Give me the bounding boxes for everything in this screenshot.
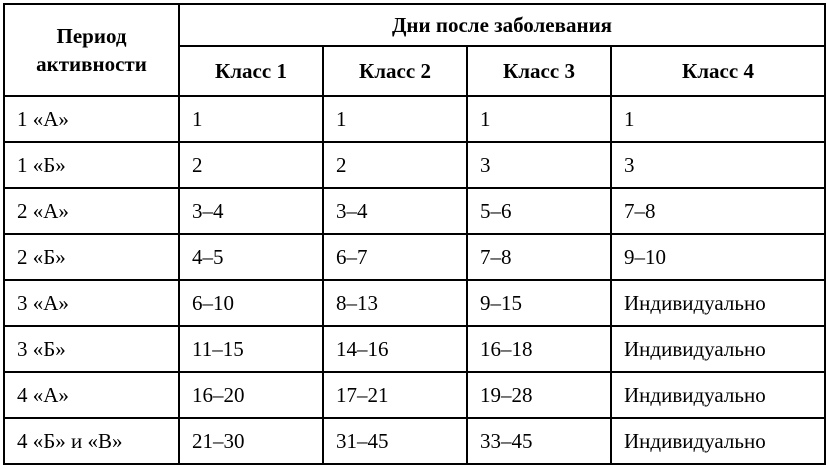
table-row: 3 «А» 6–10 8–13 9–15 Индивидуально	[3, 279, 826, 327]
period-cell: 3 «Б»	[3, 325, 180, 373]
value-cell: 31–45	[322, 417, 468, 465]
value-cell: 17–21	[322, 371, 468, 419]
class-1-header: Класс 1	[178, 45, 324, 97]
value-cell: 7–8	[466, 233, 612, 281]
value-cell: 3–4	[322, 187, 468, 235]
value-cell: 2	[178, 141, 324, 189]
table-row: 2 «Б» 4–5 6–7 7–8 9–10	[3, 233, 826, 281]
value-cell: 1	[610, 95, 826, 143]
value-cell: 33–45	[466, 417, 612, 465]
days-group-header: Дни после заболевания	[178, 3, 826, 47]
value-cell: 6–7	[322, 233, 468, 281]
table-row: 1 «А» 1 1 1 1	[3, 95, 826, 143]
value-cell: 7–8	[610, 187, 826, 235]
period-cell: 2 «А»	[3, 187, 180, 235]
value-cell: Индивидуально	[610, 325, 826, 373]
table-row: 2 «А» 3–4 3–4 5–6 7–8	[3, 187, 826, 235]
value-cell: 1	[178, 95, 324, 143]
value-cell: 3	[610, 141, 826, 189]
class-2-header: Класс 2	[322, 45, 468, 97]
table-row: 3 «Б» 11–15 14–16 16–18 Индивидуально	[3, 325, 826, 373]
value-cell: 6–10	[178, 279, 324, 327]
value-cell: Индивидуально	[610, 279, 826, 327]
value-cell: Индивидуально	[610, 371, 826, 419]
value-cell: 1	[322, 95, 468, 143]
period-cell: 4 «А»	[3, 371, 180, 419]
period-cell: 2 «Б»	[3, 233, 180, 281]
value-cell: 11–15	[178, 325, 324, 373]
header-row-classes: Класс 1 Класс 2 Класс 3 Класс 4	[4, 45, 826, 97]
value-cell: 5–6	[466, 187, 612, 235]
period-cell: 3 «А»	[3, 279, 180, 327]
period-cell: 1 «Б»	[3, 141, 180, 189]
table-row: 4 «Б» и «В» 21–30 31–45 33–45 Индивидуал…	[3, 417, 826, 465]
period-column-header: Период активности	[3, 3, 180, 97]
table-row: 4 «А» 16–20 17–21 19–28 Индивидуально	[3, 371, 826, 419]
value-cell: 3	[466, 141, 612, 189]
value-cell: 16–20	[178, 371, 324, 419]
activity-days-table: Период активности Дни после заболевания …	[3, 3, 826, 465]
value-cell: 8–13	[322, 279, 468, 327]
period-cell: 4 «Б» и «В»	[3, 417, 180, 465]
value-cell: 1	[466, 95, 612, 143]
value-cell: 9–15	[466, 279, 612, 327]
value-cell: 19–28	[466, 371, 612, 419]
period-cell: 1 «А»	[3, 95, 180, 143]
class-4-header: Класс 4	[610, 45, 826, 97]
value-cell: 21–30	[178, 417, 324, 465]
value-cell: Индивидуально	[610, 417, 826, 465]
table-row: 1 «Б» 2 2 3 3	[3, 141, 826, 189]
value-cell: 9–10	[610, 233, 826, 281]
value-cell: 4–5	[178, 233, 324, 281]
value-cell: 2	[322, 141, 468, 189]
value-cell: 16–18	[466, 325, 612, 373]
value-cell: 14–16	[322, 325, 468, 373]
header-row-group: Период активности Дни после заболевания	[3, 3, 826, 97]
class-3-header: Класс 3	[466, 45, 612, 97]
value-cell: 3–4	[178, 187, 324, 235]
